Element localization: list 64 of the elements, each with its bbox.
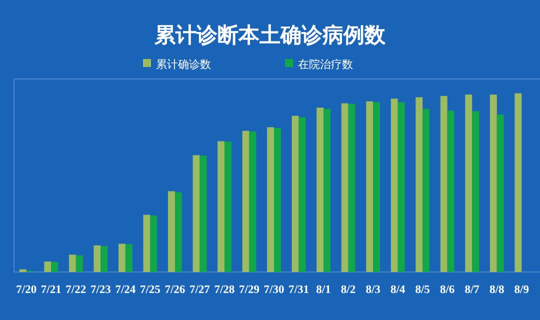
bar — [218, 141, 224, 272]
bar — [267, 127, 274, 272]
x-tick-label: 8/6 — [440, 284, 455, 296]
x-tick-label: 7/30 — [264, 284, 284, 296]
bar — [143, 214, 150, 272]
x-tick-label: 7/29 — [239, 284, 260, 296]
bar — [292, 116, 299, 272]
bar — [416, 97, 423, 272]
bar — [298, 117, 306, 272]
bar — [490, 94, 497, 272]
x-tick-label: 7/20 — [16, 284, 37, 296]
bar — [200, 156, 207, 272]
x-tick-label: 7/25 — [140, 284, 161, 296]
x-tick-label: 7/28 — [214, 284, 235, 296]
chart-title: 累计诊断本土确诊病例数 — [154, 23, 386, 47]
x-tick-label: 8/8 — [490, 284, 504, 296]
bar — [274, 128, 281, 272]
bar — [44, 261, 52, 272]
bar — [348, 104, 356, 272]
bar — [514, 93, 522, 272]
bar — [398, 102, 405, 272]
bar — [373, 102, 380, 272]
x-tick-label: 8/2 — [340, 284, 356, 296]
x-tick-label: 8/4 — [390, 284, 406, 296]
bar — [242, 130, 250, 272]
x-tick-label: 8/7 — [464, 284, 480, 296]
x-tick-label: 8/1 — [316, 284, 332, 296]
x-tick-label: 8/5 — [415, 284, 430, 296]
bar — [422, 108, 430, 272]
x-tick-label: 7/21 — [40, 284, 62, 296]
x-tick-label: 7/24 — [115, 284, 136, 296]
x-tick-label: 8/9 — [514, 284, 530, 296]
bar — [366, 101, 374, 272]
bar — [68, 254, 76, 272]
x-tick-label: 7/26 — [164, 284, 186, 296]
x-tick-label: 7/22 — [66, 284, 86, 296]
bar — [168, 191, 175, 272]
legend-label: 累计确诊数 — [156, 58, 211, 71]
bar — [390, 98, 398, 272]
bar — [51, 262, 58, 272]
bar — [440, 96, 448, 272]
bar — [224, 142, 232, 272]
bar — [324, 108, 330, 272]
bar — [316, 108, 324, 272]
bar — [94, 245, 101, 272]
bar — [472, 111, 480, 272]
bar — [118, 244, 126, 272]
x-tick-label: 7/23 — [90, 284, 112, 296]
bar — [19, 269, 26, 272]
bar — [496, 114, 504, 272]
bar — [249, 132, 256, 272]
bar — [76, 255, 83, 272]
x-tick-label: 8/3 — [366, 284, 381, 296]
x-tick-label: 7/27 — [189, 284, 210, 296]
bar — [100, 246, 108, 272]
bar — [465, 94, 472, 272]
bar — [341, 103, 348, 272]
x-tick-label: 7/31 — [288, 284, 310, 296]
bar — [447, 110, 454, 272]
bar — [192, 155, 200, 272]
bar — [150, 216, 158, 272]
legend-label: 在院治疗数 — [298, 58, 353, 71]
bar — [125, 244, 132, 272]
bar — [174, 192, 182, 272]
